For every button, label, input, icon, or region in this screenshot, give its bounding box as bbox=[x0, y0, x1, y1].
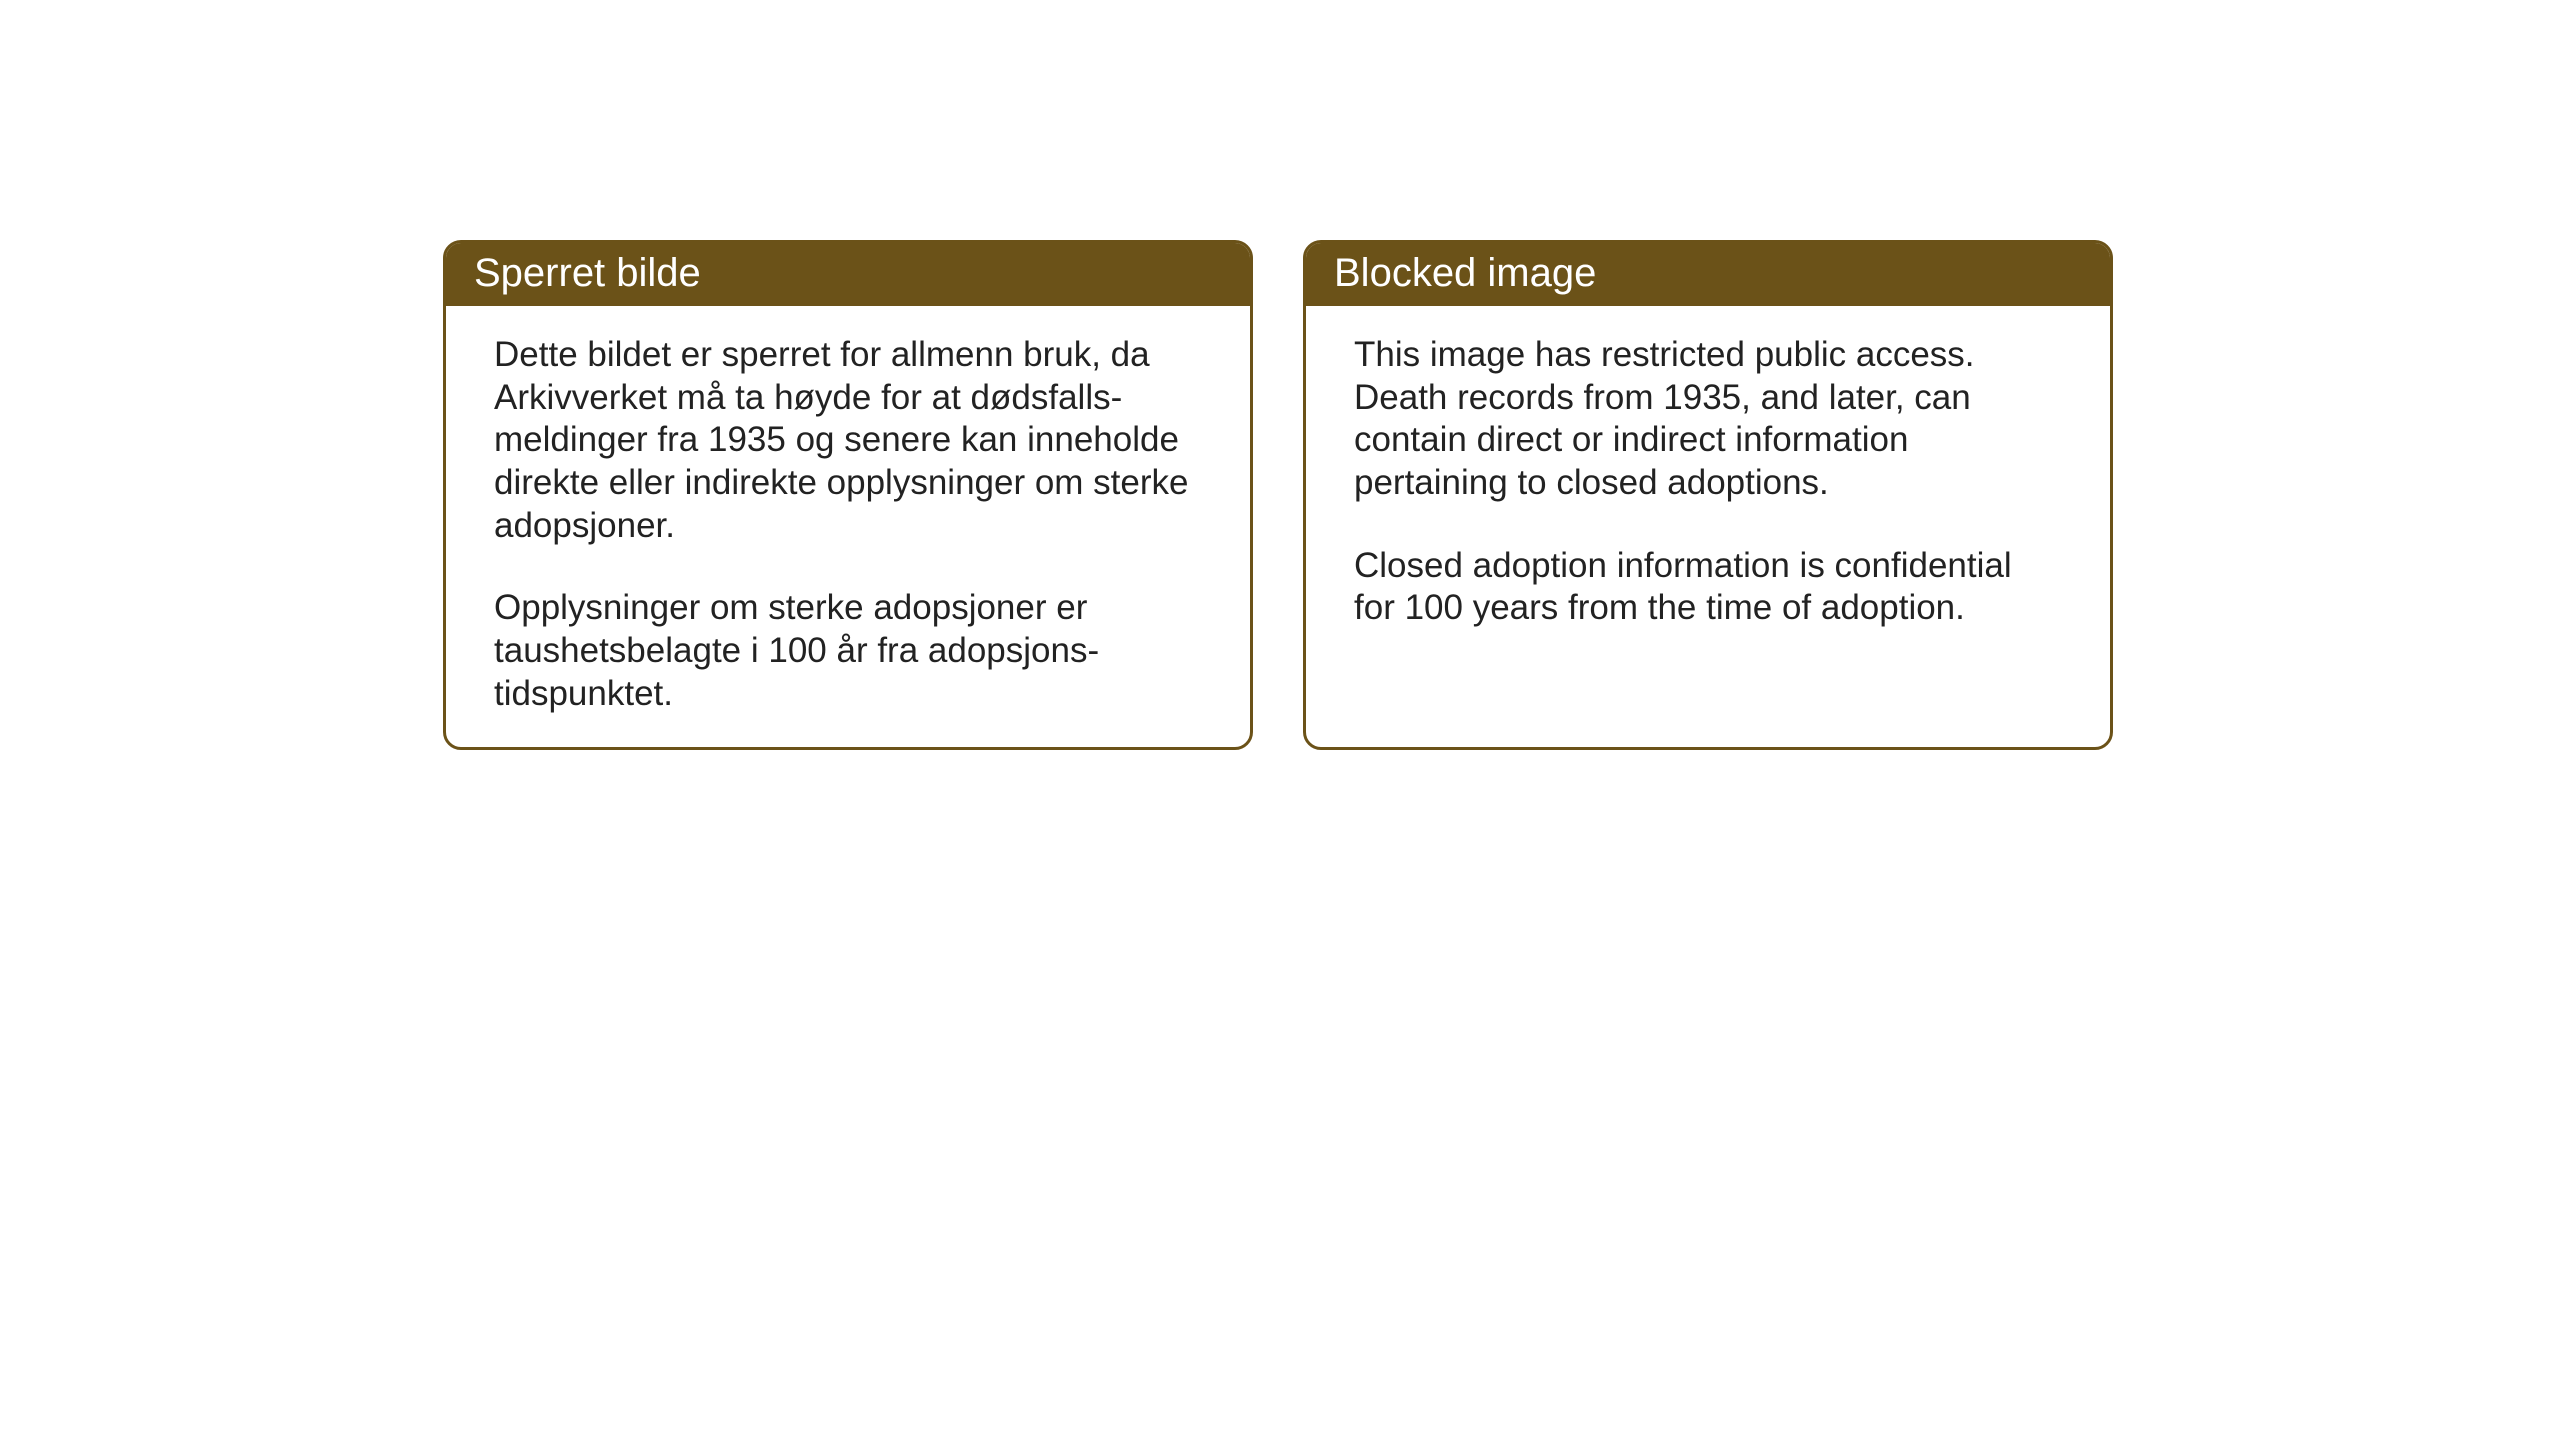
notice-paragraph2-norwegian: Opplysninger om sterke adopsjoner er tau… bbox=[494, 587, 1202, 715]
notice-header-english: Blocked image bbox=[1306, 243, 2110, 306]
notice-paragraph1-english: This image has restricted public access.… bbox=[1354, 334, 2062, 505]
notice-card-norwegian: Sperret bilde Dette bildet er sperret fo… bbox=[443, 240, 1253, 750]
notice-container: Sperret bilde Dette bildet er sperret fo… bbox=[443, 240, 2113, 750]
notice-paragraph1-norwegian: Dette bildet er sperret for allmenn bruk… bbox=[494, 334, 1202, 547]
notice-header-norwegian: Sperret bilde bbox=[446, 243, 1250, 306]
notice-body-norwegian: Dette bildet er sperret for allmenn bruk… bbox=[446, 306, 1250, 750]
notice-body-english: This image has restricted public access.… bbox=[1306, 306, 2110, 666]
notice-title-norwegian: Sperret bilde bbox=[474, 251, 701, 295]
notice-paragraph2-english: Closed adoption information is confident… bbox=[1354, 545, 2062, 630]
notice-title-english: Blocked image bbox=[1334, 251, 1596, 295]
notice-card-english: Blocked image This image has restricted … bbox=[1303, 240, 2113, 750]
